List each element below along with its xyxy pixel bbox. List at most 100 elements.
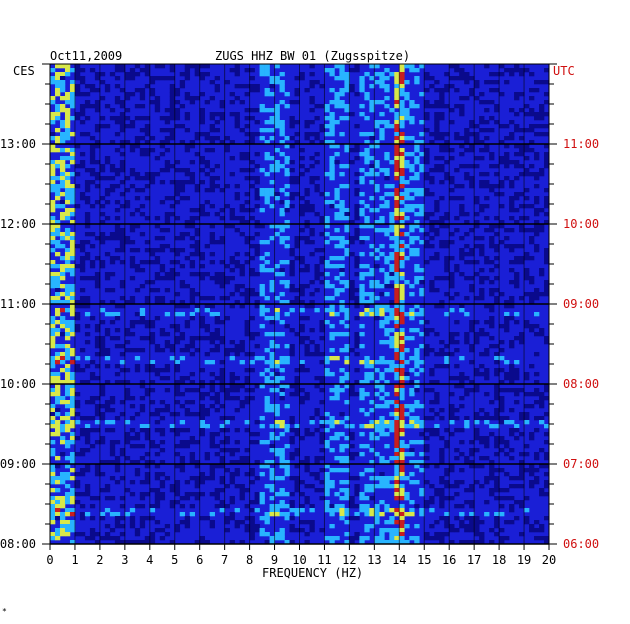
heatmap-cell <box>394 416 400 421</box>
heatmap-cell <box>329 388 335 393</box>
heatmap-cell <box>124 96 131 101</box>
heatmap-cell <box>289 192 295 197</box>
heatmap-cell <box>329 284 335 289</box>
heatmap-cell <box>119 284 126 289</box>
heatmap-cell <box>339 456 345 461</box>
heatmap-cell <box>269 352 275 357</box>
heatmap-cell <box>64 124 71 129</box>
heatmap-cell <box>419 344 425 349</box>
heatmap-cell <box>69 148 76 153</box>
heatmap-cell <box>544 492 550 497</box>
heatmap-cell <box>424 176 430 181</box>
heatmap-cell <box>384 340 390 345</box>
heatmap-cell <box>224 484 230 489</box>
heatmap-cell <box>514 284 520 289</box>
heatmap-cell <box>449 340 455 345</box>
heatmap-cell <box>159 440 166 445</box>
heatmap-cell <box>54 276 61 281</box>
heatmap-cell <box>114 228 121 233</box>
heatmap-cell <box>224 280 230 285</box>
heatmap-cell <box>454 68 460 73</box>
heatmap-cell <box>254 272 260 277</box>
heatmap-cell <box>104 420 111 425</box>
heatmap-cell <box>249 68 255 73</box>
heatmap-cell <box>109 528 116 533</box>
heatmap-cell <box>50 296 56 301</box>
heatmap-cell <box>259 192 265 197</box>
heatmap-cell <box>474 200 480 205</box>
heatmap-cell <box>269 504 275 509</box>
heatmap-cell <box>139 316 146 321</box>
heatmap-cell <box>144 84 151 89</box>
heatmap-cell <box>374 384 380 389</box>
heatmap-cell <box>159 236 166 241</box>
heatmap-cell <box>50 488 56 493</box>
heatmap-cell <box>189 236 196 241</box>
heatmap-cell <box>64 176 71 181</box>
heatmap-cell <box>399 392 405 397</box>
heatmap-cell <box>79 432 86 437</box>
heatmap-cell <box>74 184 81 189</box>
heatmap-cell <box>394 484 400 489</box>
heatmap-cell <box>384 120 390 125</box>
heatmap-cell <box>119 160 126 165</box>
heatmap-cell <box>234 448 240 453</box>
heatmap-cell <box>514 400 520 405</box>
heatmap-cell <box>239 488 245 493</box>
heatmap-cell <box>209 464 215 469</box>
heatmap-cell <box>154 276 161 281</box>
heatmap-cell <box>489 100 495 105</box>
heatmap-cell <box>50 520 56 525</box>
heatmap-cell <box>534 312 540 317</box>
heatmap-cell <box>369 308 375 313</box>
heatmap-cell <box>344 148 350 153</box>
heatmap-cell <box>54 396 61 401</box>
heatmap-cell <box>319 480 325 485</box>
heatmap-cell <box>324 108 330 113</box>
heatmap-cell <box>419 276 425 281</box>
heatmap-cell <box>139 260 146 265</box>
heatmap-cell <box>319 496 325 501</box>
heatmap-cell <box>129 444 136 449</box>
heatmap-cell <box>59 156 66 161</box>
heatmap-cell <box>409 328 415 333</box>
heatmap-cell <box>114 208 121 213</box>
heatmap-cell <box>259 464 265 469</box>
heatmap-cell <box>59 332 66 337</box>
heatmap-cell <box>434 352 440 357</box>
heatmap-cell <box>384 204 390 209</box>
heatmap-cell <box>124 200 131 205</box>
heatmap-cell <box>394 480 400 485</box>
heatmap-cell <box>309 180 315 185</box>
heatmap-cell <box>459 68 465 73</box>
heatmap-cell <box>64 116 71 121</box>
heatmap-cell <box>389 216 395 221</box>
heatmap-cell <box>334 188 340 193</box>
heatmap-cell <box>434 332 440 337</box>
heatmap-cell <box>489 472 495 477</box>
heatmap-cell <box>314 132 320 137</box>
heatmap-cell <box>374 304 380 309</box>
heatmap-cell <box>144 260 151 265</box>
heatmap-cell <box>149 516 156 521</box>
heatmap-cell <box>394 256 400 261</box>
heatmap-cell <box>474 384 480 389</box>
heatmap-cell <box>184 388 191 393</box>
heatmap-cell <box>334 244 340 249</box>
heatmap-cell <box>69 152 76 157</box>
heatmap-cell <box>129 416 136 421</box>
heatmap-cell <box>364 364 370 369</box>
heatmap-cell <box>394 332 400 337</box>
heatmap-cell <box>344 308 350 313</box>
heatmap-cell <box>134 460 141 465</box>
heatmap-cell <box>389 228 395 233</box>
heatmap-cell <box>84 232 91 237</box>
heatmap-cell <box>254 300 260 305</box>
heatmap-cell <box>329 468 335 473</box>
heatmap-cell <box>74 324 81 329</box>
heatmap-cell <box>154 296 161 301</box>
heatmap-cell <box>294 288 300 293</box>
heatmap-cell <box>99 264 106 269</box>
heatmap-cell <box>309 140 315 145</box>
heatmap-cell <box>249 116 255 121</box>
